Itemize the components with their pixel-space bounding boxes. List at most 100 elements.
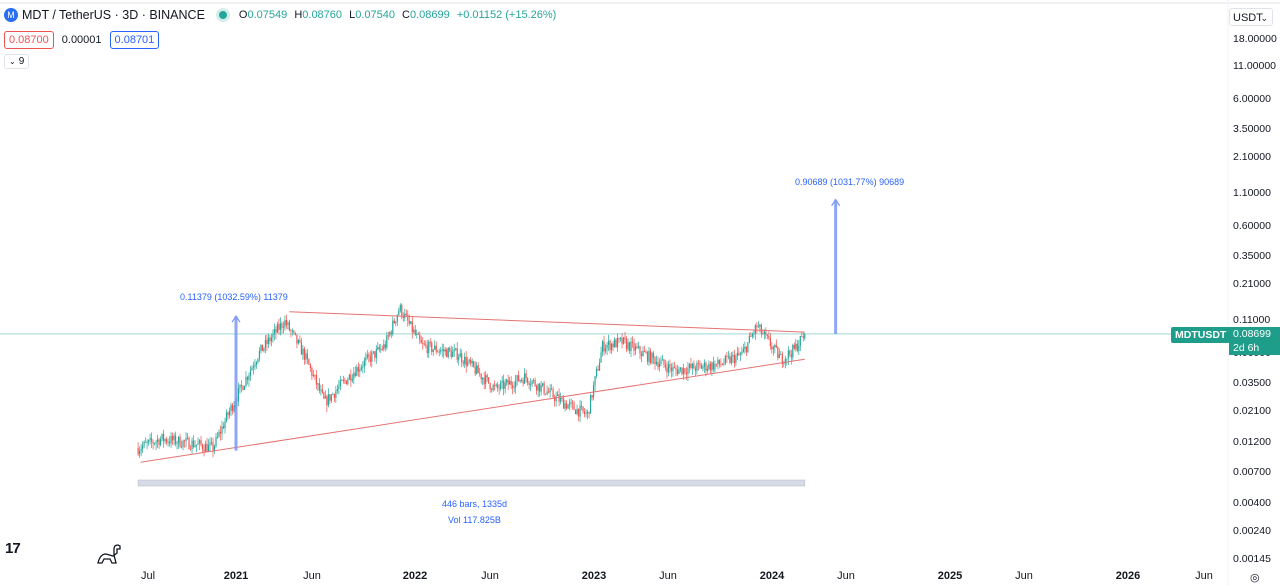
candle-body [386, 335, 388, 348]
candle-body [155, 441, 157, 444]
candle-body [631, 341, 634, 343]
candle-body [441, 349, 443, 351]
candle-body [396, 314, 398, 322]
candle-body [435, 345, 437, 352]
candle-body [720, 364, 722, 366]
candle-body [248, 375, 250, 380]
candle-body [594, 376, 596, 386]
date-range-volume-label[interactable]: Vol 117.825B [448, 515, 501, 525]
candle-body [482, 377, 484, 380]
candle-body [162, 434, 165, 442]
candle-body [534, 380, 536, 386]
candle-body [447, 347, 449, 358]
measure-arrow-shaft [834, 199, 838, 334]
tradingview-logo[interactable]: 17 [5, 540, 21, 557]
candle-body [607, 340, 610, 345]
candle-body [687, 368, 689, 375]
candle-body [294, 332, 297, 335]
candle-body [604, 348, 607, 352]
candle-body [219, 431, 222, 434]
candle-body [153, 443, 156, 445]
indicators-toggle[interactable]: ⌄ 9 [4, 54, 30, 69]
candle-body [408, 320, 410, 324]
price-tick-label: 6.00000 [1233, 93, 1271, 106]
candle-body [231, 404, 234, 411]
candle-body [798, 345, 800, 351]
candle-body [368, 354, 370, 357]
candle-body [712, 362, 715, 370]
candle-body [506, 379, 508, 383]
candle-body [168, 441, 171, 444]
candle-body [372, 351, 374, 353]
candle-body [212, 442, 214, 452]
candle-body [299, 339, 301, 342]
date-range-bars-label[interactable]: 446 bars, 1335d [442, 499, 508, 509]
candle-body [690, 364, 692, 368]
candle-body [320, 389, 322, 391]
currency-selector[interactable]: USDT ⌄ [1229, 8, 1273, 26]
candle-body [147, 440, 150, 443]
candle-body [167, 441, 169, 443]
candle-body [402, 316, 404, 318]
candle-body [646, 352, 649, 362]
candle-body [494, 385, 496, 386]
candle-body [568, 402, 571, 405]
candle-body [613, 339, 616, 348]
candle-body [329, 394, 331, 401]
candle-body [790, 354, 792, 358]
candle-body [666, 367, 668, 373]
candle-body [504, 382, 506, 389]
last-price-tag: 0.08699 2d 6h [1229, 327, 1280, 355]
candle-body [159, 438, 162, 446]
candle-body [270, 337, 273, 342]
candle-body [297, 339, 300, 344]
candle-body [215, 436, 217, 446]
candle-body [664, 364, 667, 368]
measure-right-label[interactable]: 0.90689 (1031.77%) 90689 [795, 177, 905, 187]
dinosaur-icon[interactable] [96, 543, 122, 565]
candle-body [648, 350, 650, 362]
candle-body [273, 329, 276, 334]
candle-body [218, 431, 220, 437]
candle-body [357, 367, 359, 372]
date-range-bar [137, 479, 806, 487]
candle-body [204, 443, 207, 452]
buy-price-button[interactable]: 0.08701 [109, 31, 160, 49]
candle-body [444, 349, 446, 352]
candle-body [374, 351, 376, 358]
candle-body [525, 373, 527, 379]
candle-body [577, 408, 580, 417]
candle-body [715, 363, 718, 365]
symbol-title[interactable]: MDT / TetherUS · 3D · BINANCE [22, 8, 205, 22]
candle-body [317, 383, 319, 385]
sell-price-button[interactable]: 0.08700 [4, 31, 54, 49]
candle-body [312, 374, 314, 376]
candle-body [571, 402, 574, 404]
candle-body [727, 356, 729, 358]
price-tick-label: 0.00145 [1233, 552, 1271, 565]
candle-body [222, 426, 225, 429]
candle-body [729, 356, 731, 363]
indicator-count: 9 [18, 56, 25, 67]
candle-body [760, 324, 762, 334]
candle-body [513, 387, 515, 389]
candle-body [245, 377, 247, 387]
candle-body [697, 362, 700, 364]
time-tick-label: Jun [481, 570, 499, 582]
candle-body [450, 350, 452, 358]
settings-gear-icon[interactable]: ◎ [1250, 572, 1260, 584]
candle-body [419, 334, 421, 341]
candle-body [488, 377, 490, 384]
candle-body [705, 362, 707, 371]
last-price-value: 0.08699 [1233, 328, 1271, 340]
candle-body [621, 337, 623, 344]
candle-body [622, 337, 625, 344]
measure-left-label[interactable]: 0.11379 (1032.59%) 11379 [180, 292, 288, 302]
candle-body [486, 375, 488, 378]
time-tick-label: Jun [659, 570, 677, 582]
candle-body [497, 384, 499, 388]
candle-body [246, 377, 249, 380]
close-value: 0.08699 [410, 9, 450, 21]
candle-body [676, 369, 679, 375]
